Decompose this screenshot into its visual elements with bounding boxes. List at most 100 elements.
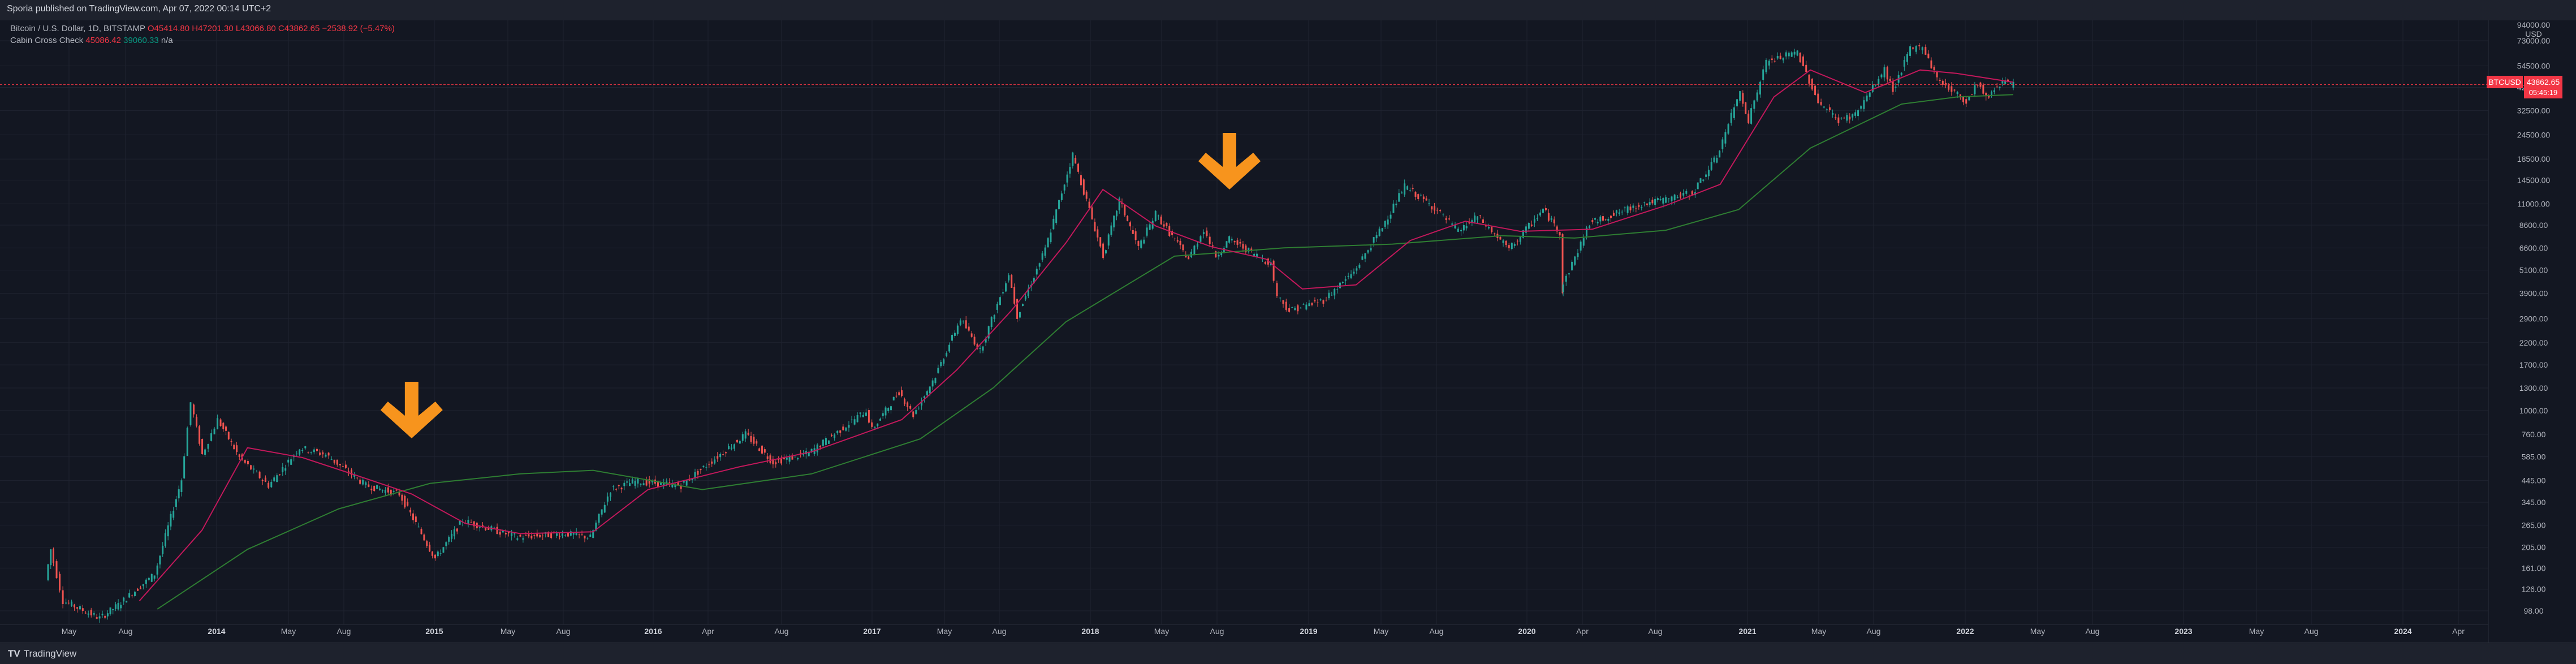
candle-body <box>392 490 395 492</box>
candle-body <box>290 459 292 465</box>
candle-body <box>769 455 771 463</box>
candle-body <box>786 458 788 460</box>
candle-body <box>1297 305 1299 312</box>
candle-body <box>598 514 600 523</box>
candle-body <box>1771 58 1773 60</box>
candle-body <box>109 607 111 614</box>
candle-body <box>1451 223 1453 225</box>
candle-body <box>453 529 455 537</box>
candle-body <box>467 519 469 524</box>
candle-body <box>761 445 763 454</box>
candle-body <box>1215 251 1217 258</box>
candle-body <box>533 534 536 536</box>
candle-body <box>697 471 699 475</box>
candle-body <box>631 479 633 484</box>
candle-body <box>1863 100 1865 109</box>
candle-body <box>1272 260 1275 281</box>
candle-body <box>376 485 378 489</box>
candle-body <box>1594 218 1596 220</box>
candle-body <box>1314 300 1316 301</box>
candle-body <box>993 314 995 319</box>
price-tick-label: 265.00 <box>2522 520 2546 529</box>
candle-body <box>874 427 876 429</box>
candle-body <box>1705 174 1707 177</box>
candle-body <box>1384 221 1386 227</box>
candle-body <box>1869 92 1871 97</box>
candle-body <box>1460 230 1462 232</box>
time-axis[interactable]: May Aug 2014 May Aug 2015 May Aug 2016 Apr Aug 2017… <box>0 624 2488 636</box>
high-value: H47201.30 <box>192 24 234 33</box>
candle-body <box>651 480 653 482</box>
candle-body <box>59 574 61 590</box>
candle-body <box>1977 85 1979 86</box>
candle-body <box>1618 212 1620 214</box>
price-chart[interactable]: 94000.00USD73000.0054500.0042500.0032500… <box>0 20 2576 643</box>
candle-body <box>1730 113 1732 123</box>
candle-body <box>1367 250 1369 253</box>
candle-body <box>485 528 487 531</box>
candle-body <box>1477 216 1479 220</box>
symbol-legend[interactable]: Bitcoin / U.S. Dollar, 1D, BITSTAMP O454… <box>10 24 395 33</box>
candle-body <box>432 551 434 556</box>
candle-body <box>319 452 321 455</box>
candle-body <box>1612 213 1615 216</box>
candle-body <box>1959 94 1961 98</box>
candle-body <box>1802 56 1804 66</box>
candle-body <box>398 492 400 495</box>
time-tick-label: 2019 <box>1300 627 1317 636</box>
candle-body <box>1525 226 1527 233</box>
candle-body <box>1747 113 1750 123</box>
candle-body <box>236 445 238 452</box>
price-tag-bg <box>2524 76 2562 98</box>
candle-body <box>887 408 890 411</box>
candle-body <box>1381 228 1383 231</box>
candle-body <box>839 430 842 433</box>
candle-body <box>1721 139 1724 149</box>
candle-body <box>299 449 301 455</box>
candle-body <box>556 533 558 536</box>
candle-body <box>871 422 873 427</box>
candle-body <box>1063 184 1065 191</box>
candle-body <box>1565 275 1567 282</box>
candle-body <box>1646 203 1648 205</box>
candle-body <box>940 362 942 367</box>
candle-body <box>1002 292 1004 294</box>
publish-bar: Sporia published on TradingView.com, Apr… <box>0 0 2576 20</box>
publish-info: Sporia published on TradingView.com, Apr… <box>7 4 271 14</box>
indicator-legend[interactable]: Cabin Cross Check 45086.42 39060.33 n/a <box>10 36 173 45</box>
candle-body <box>1211 245 1214 247</box>
candle-body <box>172 511 175 518</box>
candle-body <box>1132 230 1134 234</box>
candle-body <box>448 537 450 542</box>
candle-body <box>1050 232 1052 243</box>
candle-body <box>336 459 338 465</box>
candle-body <box>1474 215 1476 223</box>
candle-body <box>353 475 356 477</box>
candle-body <box>730 447 732 450</box>
candle-body <box>153 575 156 579</box>
candle-body <box>1513 244 1516 246</box>
price-tick-label: 345.00 <box>2522 498 2546 507</box>
tradingview-brand[interactable]: TV TradingView <box>8 648 76 659</box>
candle-body <box>225 426 227 431</box>
candle-body <box>322 452 324 455</box>
candle-body <box>1596 222 1599 223</box>
candle-body <box>553 531 555 533</box>
candle-body <box>423 534 425 541</box>
candle-body <box>959 320 961 325</box>
price-tick-label: 760.00 <box>2522 430 2546 439</box>
candle-body <box>207 443 209 449</box>
candle-body <box>1414 192 1417 197</box>
price-tick-label: 1700.00 <box>2519 360 2548 369</box>
time-tick-label: Aug <box>1649 627 1663 636</box>
candle-body <box>862 415 864 417</box>
candle-body <box>956 325 959 334</box>
candle-body <box>1629 206 1632 210</box>
price-tick-label: 24500.00 <box>2517 130 2551 139</box>
price-axis[interactable]: 94000.00USD73000.0054500.0042500.0032500… <box>2488 20 2550 643</box>
candle-body <box>114 604 116 609</box>
candle-body <box>1011 275 1013 288</box>
candle-body <box>900 390 903 396</box>
candle-body <box>1428 203 1430 204</box>
symbol-tag-bg <box>2487 76 2523 88</box>
